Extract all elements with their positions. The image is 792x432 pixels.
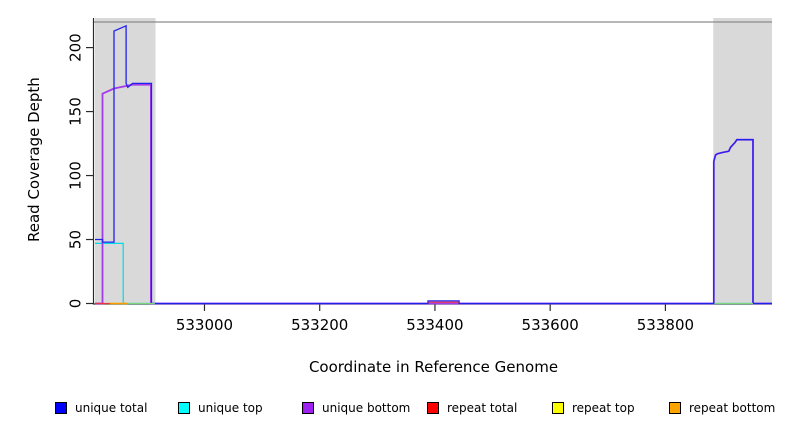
y-tick-label: 100	[67, 161, 85, 190]
series-unique-top	[95, 242, 772, 305]
x-tick-label: 533000	[176, 316, 233, 334]
legend-swatch-unique-top	[178, 402, 190, 414]
y-tick-label: 150	[67, 97, 85, 126]
legend-label-unique-top: unique top	[198, 401, 263, 415]
x-tick-label: 533400	[406, 316, 463, 334]
y-tick-label: 200	[67, 33, 85, 62]
legend-label-repeat-total: repeat total	[447, 401, 518, 415]
repeat-region	[95, 18, 156, 304]
legend-swatch-unique-bottom	[302, 402, 314, 414]
series-repeat-total	[428, 301, 459, 304]
legend-item-unique-bottom: unique bottom	[302, 401, 410, 415]
legend-label-unique-bottom: unique bottom	[322, 401, 411, 415]
series-unique-bottom	[95, 83, 772, 305]
series-unique-total	[95, 24, 772, 305]
legend-swatch-repeat-total	[427, 402, 439, 414]
legend-item-unique-total: unique total	[55, 401, 147, 415]
x-axis-label: Coordinate in Reference Genome	[308, 358, 559, 376]
legend-label-repeat-top: repeat top	[572, 401, 635, 415]
y-axis-label: Read Coverage Depth	[25, 77, 43, 242]
x-tick-label: 533200	[291, 316, 348, 334]
legend-item-repeat-total: repeat total	[427, 401, 517, 415]
y-tick-label: 50	[67, 230, 85, 249]
legend-label-repeat-bottom: repeat bottom	[689, 401, 776, 415]
legend-item-unique-top: unique top	[178, 401, 263, 415]
legend-swatch-repeat-top	[552, 402, 564, 414]
x-tick-label: 533800	[637, 316, 694, 334]
repeat-region	[713, 18, 772, 304]
legend-label-unique-total: unique total	[75, 401, 148, 415]
plot-area: 0 50 100 150 200 533000 533200 533400 533600 5338…	[67, 18, 772, 334]
legend-swatch-repeat-bottom	[669, 402, 681, 414]
legend-item-repeat-bottom: repeat bottom	[669, 401, 775, 415]
legend-swatch-unique-total	[55, 402, 67, 414]
x-tick-label: 533600	[522, 316, 579, 334]
legend-item-repeat-top: repeat top	[552, 401, 635, 415]
legend: unique total unique top unique bottom re…	[0, 401, 792, 421]
y-tick-label: 0	[67, 299, 85, 309]
